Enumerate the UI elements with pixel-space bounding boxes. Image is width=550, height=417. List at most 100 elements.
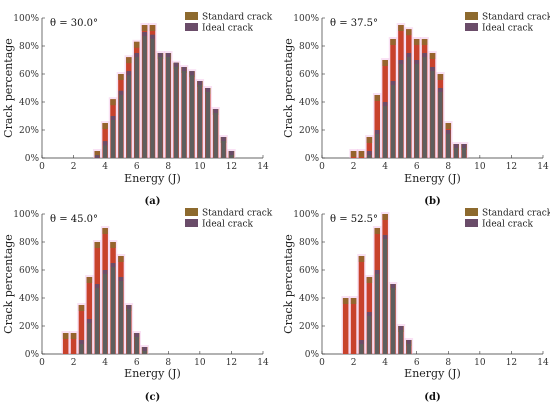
bar-ideal-crack-cap: [414, 60, 419, 64]
chart-panel-b: 0% 20% 40% 60% 80% 100% 0 2 4 6 8 10 12 14 θ = 37.5° St…: [282, 12, 550, 207]
y-tick-label: 0%: [25, 154, 40, 164]
bar-ideal-crack-cap: [453, 144, 459, 148]
bar-ideal-crack-cap: [110, 116, 116, 120]
bar-standard-crack-cap: [421, 39, 428, 45]
bar-standard-crack-cap: [358, 256, 365, 262]
legend-label-ideal: Ideal crack: [482, 220, 533, 230]
x-tick-label: 6: [134, 162, 140, 172]
bar-standard-crack-cap: [374, 228, 381, 234]
bar-ideal-crack-cap: [166, 53, 171, 57]
bar-ideal-crack: [406, 53, 412, 158]
y-axis-label: Crack percentage: [282, 234, 295, 334]
bar-ideal-crack: [374, 130, 380, 158]
bar-standard-crack-cap: [366, 137, 373, 143]
bar-standard-crack: [70, 333, 77, 354]
bar-standard-crack-cap: [366, 277, 373, 283]
x-tick-label: 10: [474, 358, 486, 368]
bar-ideal-crack-cap: [134, 53, 139, 57]
bar-standard-crack-cap: [149, 25, 156, 31]
bar-ideal-crack-cap: [382, 102, 388, 106]
bar-ideal-crack-cap: [213, 109, 218, 113]
bar-ideal-crack: [110, 263, 116, 354]
bar-ideal-crack: [414, 60, 419, 158]
y-tick-label: 0%: [305, 154, 320, 164]
bar-ideal-crack-cap: [390, 81, 396, 85]
x-tick-label: 4: [102, 358, 108, 368]
x-tick-label: 14: [257, 358, 269, 368]
x-tick-label: 12: [506, 162, 517, 172]
bar-ideal-crack: [213, 109, 218, 158]
y-tick-label: 40%: [299, 98, 319, 108]
y-tick-label: 0%: [25, 350, 40, 360]
bar-ideal-crack-cap: [173, 62, 179, 67]
bar-ideal-crack-cap: [221, 137, 226, 141]
x-tick-label: 2: [71, 358, 77, 368]
y-tick-label: 20%: [299, 126, 319, 136]
legend-swatch-standard: [185, 12, 198, 20]
bar-ideal-crack: [126, 71, 132, 158]
y-tick-label: 80%: [299, 42, 319, 52]
bar-standard-crack: [78, 305, 85, 354]
legend-label-standard: Standard crack: [202, 209, 273, 219]
x-tick-label: 2: [71, 162, 77, 172]
bar-ideal-crack-cap: [398, 326, 404, 330]
bar-ideal-crack-cap: [374, 130, 380, 134]
bar-ideal-crack: [430, 67, 435, 158]
legend-swatch-ideal: [185, 23, 198, 31]
bar-ideal-crack-cap: [382, 235, 388, 239]
bar-ideal-crack-cap: [359, 340, 364, 344]
bar-ideal-crack: [173, 62, 179, 158]
bar-ideal-crack: [422, 53, 427, 158]
bar-ideal-crack-cap: [102, 270, 108, 274]
bar-ideal-crack-cap: [398, 60, 404, 64]
bar-ideal-crack-cap: [422, 53, 427, 57]
bar-ideal-crack: [406, 340, 412, 354]
y-tick-label: 60%: [299, 70, 319, 80]
bar-ideal-crack: [150, 34, 155, 158]
bar-standard-crack-cap: [102, 123, 108, 129]
bar-ideal-crack: [94, 284, 100, 354]
bar-standard-crack: [366, 137, 373, 158]
legend-swatch-ideal: [465, 219, 478, 227]
bar-standard-crack: [358, 256, 365, 354]
bar-ideal-crack-cap: [367, 151, 372, 155]
bar-standard-crack: [342, 298, 349, 354]
bar-ideal-crack-cap: [142, 347, 147, 351]
panel-caption: (b): [424, 196, 440, 207]
chart-panel-d: 0% 20% 40% 60% 80% 100% 0 2 4 6 8 10 12 14 θ = 52.5° St…: [282, 208, 550, 403]
bar-standard-crack-cap: [445, 123, 452, 129]
legend-label-standard: Standard crack: [202, 13, 273, 23]
bar-ideal-crack-cap: [461, 144, 467, 148]
x-tick-label: 2: [351, 162, 357, 172]
bar-standard-crack-cap: [141, 25, 148, 31]
bar-ideal-crack: [453, 144, 459, 158]
y-tick-label: 20%: [299, 322, 319, 332]
x-tick-label: 0: [319, 162, 325, 172]
bar-ideal-crack-cap: [181, 67, 187, 71]
bar-standard-crack-cap: [342, 298, 349, 304]
bar-ideal-crack-cap: [118, 277, 124, 281]
bar-standard-crack-cap: [62, 333, 69, 339]
bar-standard-crack-cap: [126, 57, 132, 64]
x-tick-label: 4: [102, 162, 108, 172]
y-tick-label: 20%: [19, 126, 39, 136]
legend-label-standard: Standard crack: [482, 209, 550, 219]
bar-standard-crack-cap: [358, 151, 365, 157]
bar-ideal-crack: [382, 235, 388, 354]
x-tick-label: 6: [414, 162, 420, 172]
bar-ideal-crack-cap: [189, 71, 195, 76]
legend-swatch-ideal: [185, 219, 198, 227]
bar-ideal-crack: [461, 144, 467, 158]
bar-ideal-crack-cap: [406, 340, 412, 344]
legend-label-ideal: Ideal crack: [202, 24, 253, 34]
theta-annotation: θ = 37.5°: [330, 18, 378, 29]
bar-ideal-crack-cap: [430, 67, 435, 71]
bar-ideal-crack-cap: [94, 284, 100, 288]
bar-ideal-crack: [390, 284, 396, 354]
bar-ideal-crack-cap: [229, 151, 234, 155]
y-tick-label: 60%: [299, 266, 319, 276]
panel-caption: (c): [145, 392, 161, 403]
y-tick-label: 60%: [19, 266, 39, 276]
y-tick-label: 40%: [19, 98, 39, 108]
